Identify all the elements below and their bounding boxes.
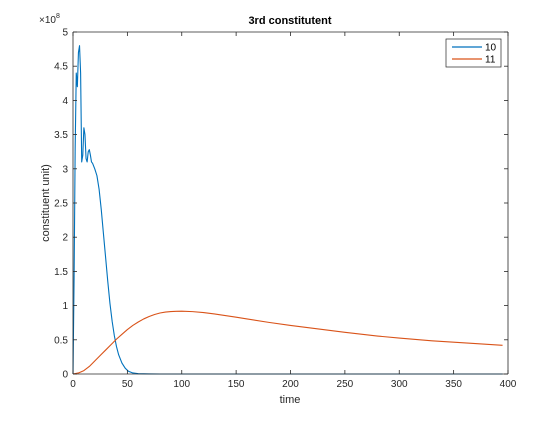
y-tick-label: 0	[62, 370, 68, 381]
y-tick-label: 2	[62, 233, 68, 244]
legend-box	[445, 38, 502, 68]
series-line-11	[72, 310, 503, 375]
x-tick-label: 300	[391, 379, 408, 390]
y-tick-label: 0.5	[54, 335, 68, 346]
x-tick-label: 0	[70, 379, 76, 390]
x-tick-label: 50	[122, 379, 134, 390]
x-axis-label: time	[280, 394, 301, 406]
y-tick-label: 5	[62, 28, 68, 39]
x-tick-label: 100	[173, 379, 190, 390]
y-tick-label: 4	[62, 96, 68, 107]
x-tick-label: 200	[282, 379, 299, 390]
y-exponent-power: 8	[56, 13, 60, 20]
plot-area	[73, 32, 508, 374]
legend-label-series-10: 10	[485, 43, 497, 54]
x-ticks: 0 50 100 150 200 250 300 350 400	[70, 32, 517, 390]
x-tick-label: 150	[228, 379, 245, 390]
y-tick-label: 3	[62, 164, 68, 175]
y-tick-label: 4.5	[54, 62, 68, 73]
x-tick-label: 350	[445, 379, 462, 390]
y-tick-label: 3.5	[54, 130, 68, 141]
legend-label-series-11: 11	[485, 55, 496, 66]
x-tick-label: 250	[337, 379, 354, 390]
x-tick-label: 400	[500, 379, 517, 390]
y-ticks: 0 0.5 1 1.5 2 2.5 3 3.5 4 4.5 5	[54, 28, 508, 381]
y-exponent-base: ×10	[39, 15, 56, 26]
y-tick-label: 2.5	[54, 199, 68, 210]
legend: 10 11	[445, 38, 502, 68]
y-exponent-label: ×108	[39, 13, 60, 26]
y-tick-label: 1.5	[54, 267, 68, 278]
y-axis-label: constituent unit)	[40, 164, 52, 242]
chart-title: 3rd constitutent	[248, 15, 331, 27]
y-tick-label: 1	[62, 301, 68, 312]
